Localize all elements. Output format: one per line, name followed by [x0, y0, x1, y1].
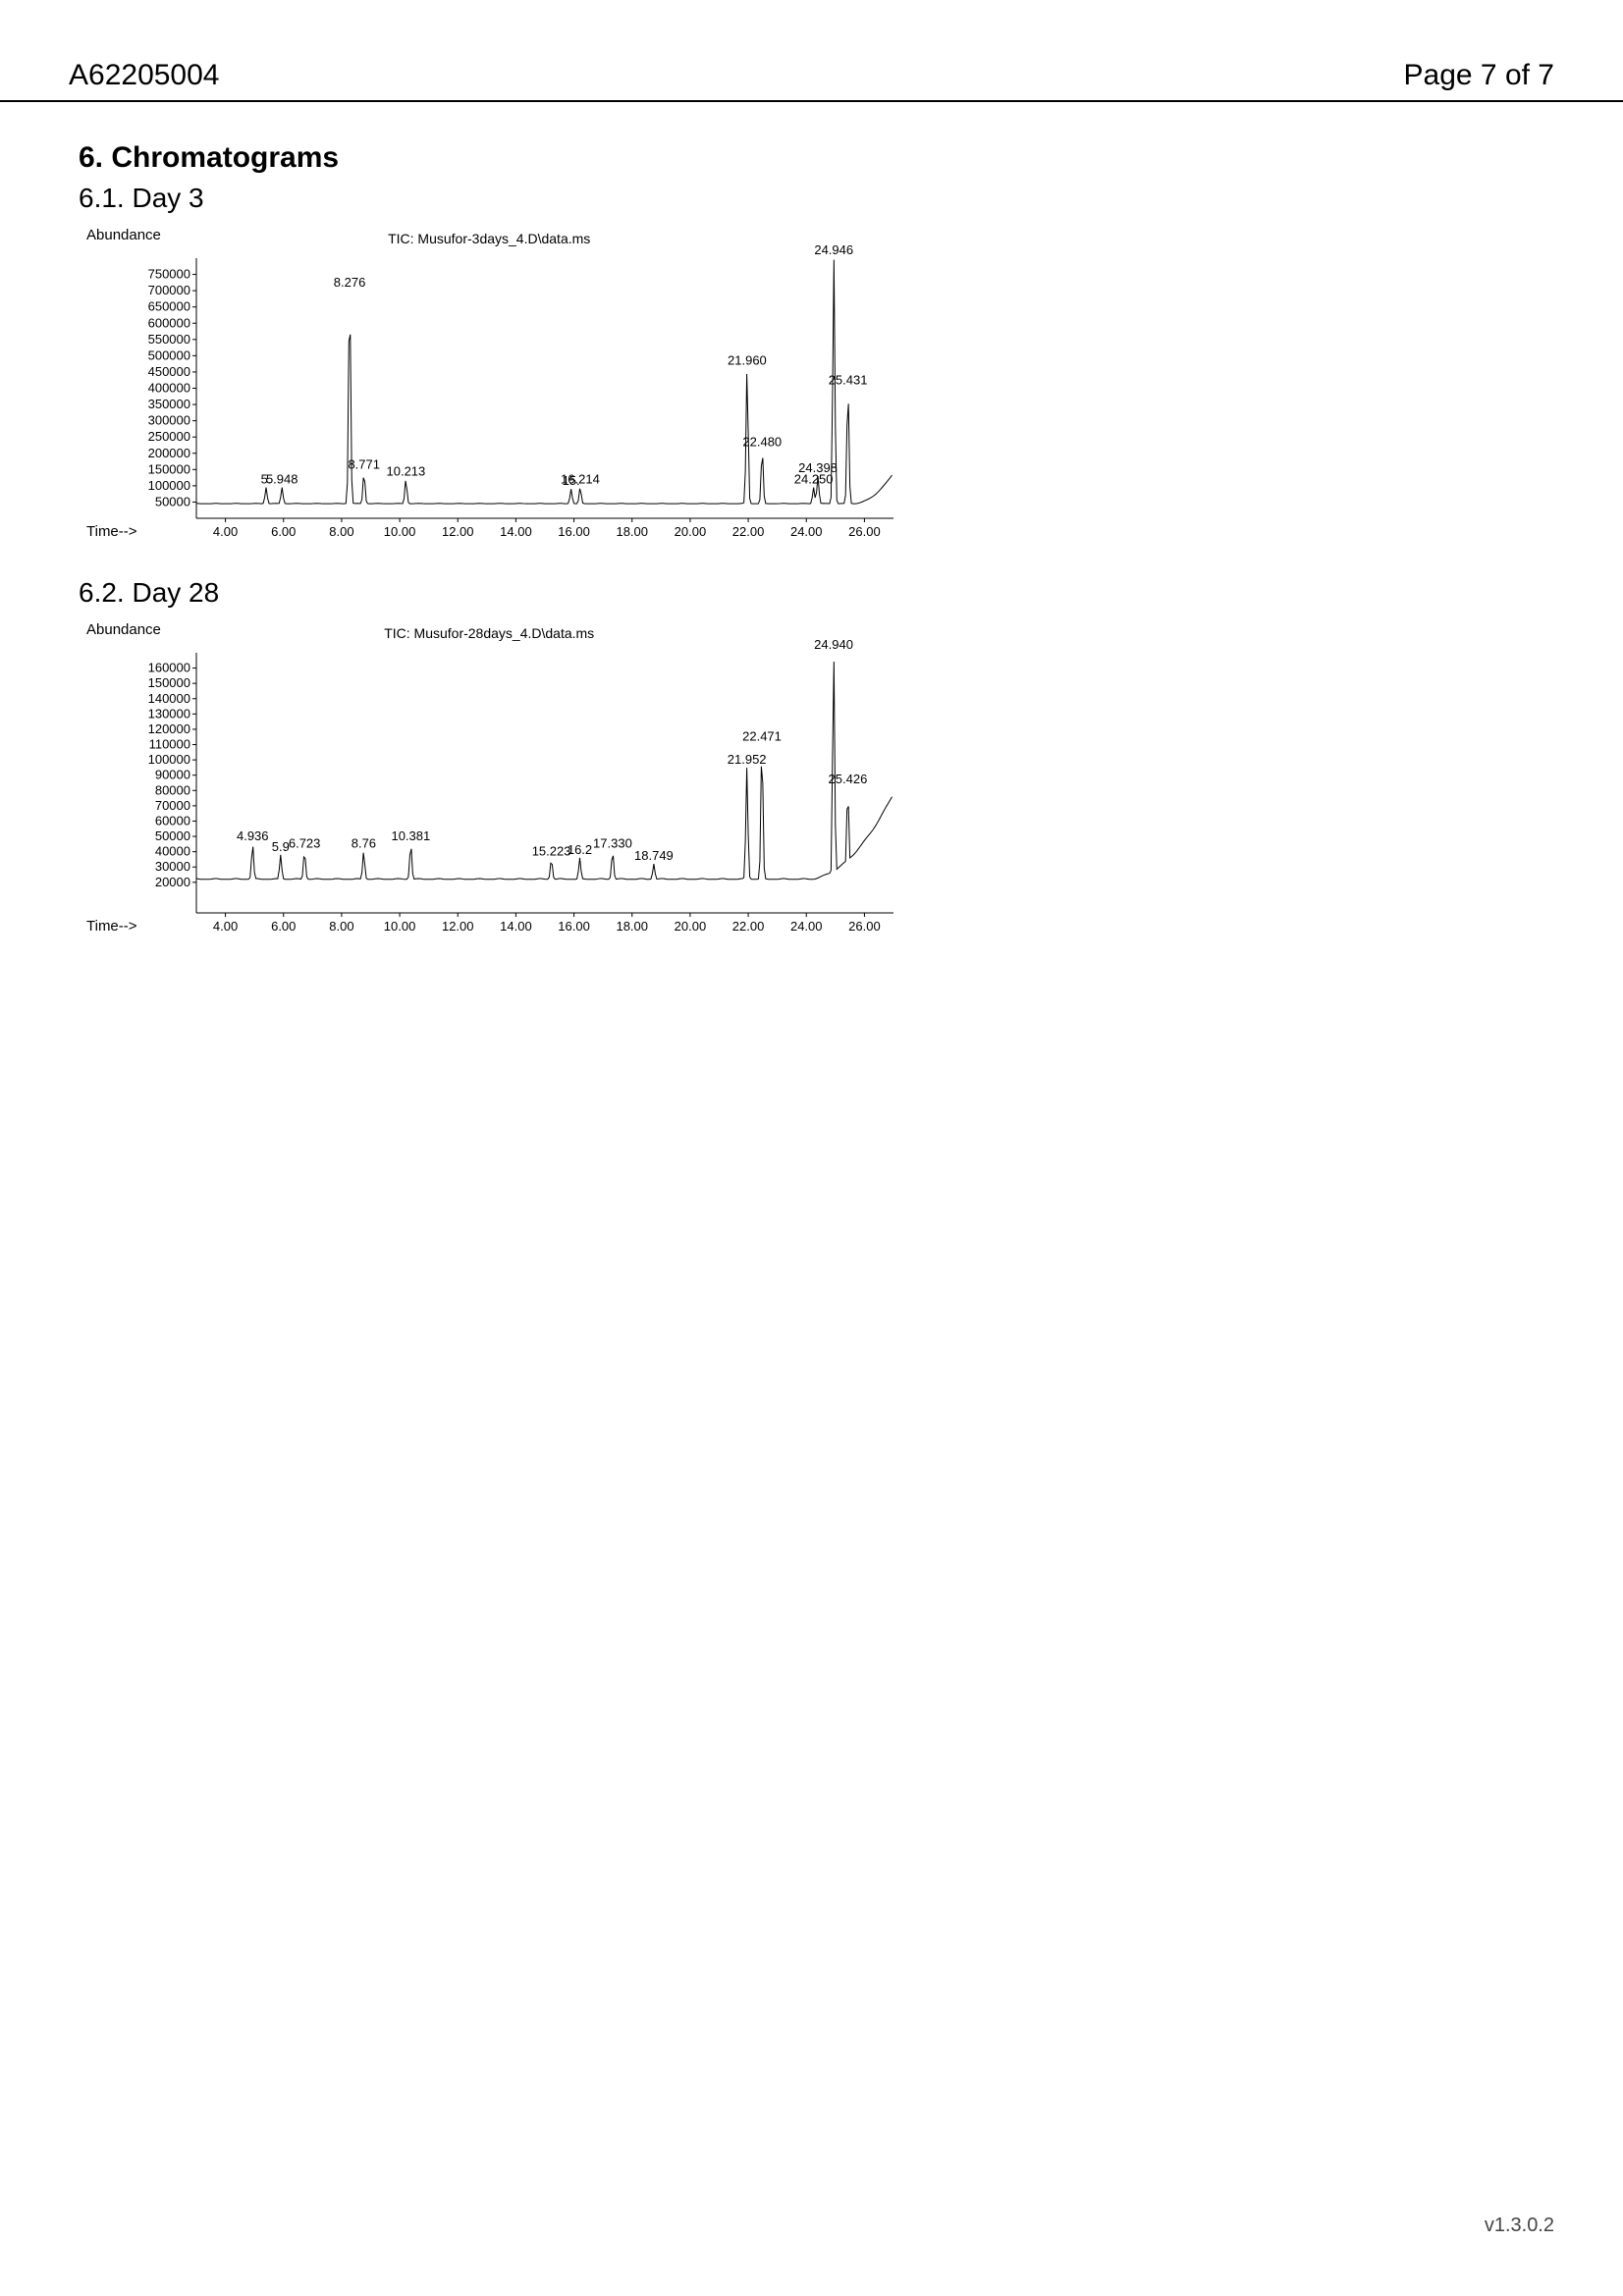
- svg-text:22.00: 22.00: [732, 919, 765, 934]
- svg-text:100000: 100000: [148, 752, 190, 767]
- svg-text:8.00: 8.00: [329, 919, 353, 934]
- svg-text:4.00: 4.00: [213, 919, 238, 934]
- svg-text:10.00: 10.00: [384, 919, 416, 934]
- svg-text:24.946: 24.946: [814, 242, 853, 257]
- svg-text:4.936: 4.936: [237, 828, 269, 843]
- document-id: A62205004: [69, 59, 220, 92]
- svg-text:100000: 100000: [148, 478, 190, 493]
- svg-text:4.00: 4.00: [213, 524, 238, 539]
- svg-text:130000: 130000: [148, 706, 190, 721]
- svg-text:20000: 20000: [155, 875, 190, 889]
- svg-text:20.00: 20.00: [675, 919, 707, 934]
- version-label: v1.3.0.2: [1485, 2215, 1554, 2237]
- svg-text:600000: 600000: [148, 315, 190, 330]
- svg-text:21.952: 21.952: [728, 752, 767, 767]
- svg-text:16.00: 16.00: [558, 524, 590, 539]
- svg-text:450000: 450000: [148, 364, 190, 379]
- svg-text:550000: 550000: [148, 332, 190, 347]
- subsection-day28: 6.2. Day 28: [79, 577, 1551, 609]
- svg-text:40000: 40000: [155, 844, 190, 859]
- svg-text:14.00: 14.00: [500, 919, 532, 934]
- section-title: 6. Chromatograms: [79, 141, 1551, 175]
- svg-text:300000: 300000: [148, 413, 190, 428]
- svg-text:120000: 120000: [148, 721, 190, 736]
- svg-text:750000: 750000: [148, 267, 190, 282]
- svg-text:18.00: 18.00: [616, 919, 648, 934]
- svg-text:16.00: 16.00: [558, 919, 590, 934]
- svg-text:18.749: 18.749: [634, 848, 674, 863]
- svg-text:200000: 200000: [148, 446, 190, 460]
- svg-text:30000: 30000: [155, 859, 190, 874]
- svg-text:24.00: 24.00: [790, 919, 823, 934]
- svg-text:110000: 110000: [149, 737, 190, 752]
- svg-text:60000: 60000: [155, 813, 190, 828]
- svg-text:12.00: 12.00: [442, 524, 474, 539]
- svg-text:12.00: 12.00: [442, 919, 474, 934]
- svg-text:8.276: 8.276: [334, 275, 366, 290]
- page-content: 6. Chromatograms 6.1. Day 3 Abundance TIC…: [0, 102, 1551, 942]
- svg-text:22.00: 22.00: [732, 524, 765, 539]
- svg-text:Abundance: Abundance: [86, 227, 161, 243]
- svg-text:Time-->: Time-->: [86, 918, 137, 934]
- svg-text:6.00: 6.00: [271, 919, 296, 934]
- svg-text:8.00: 8.00: [329, 524, 353, 539]
- svg-text:17.330: 17.330: [593, 836, 632, 851]
- svg-text:160000: 160000: [148, 661, 190, 675]
- page-number: Page 7 of 7: [1404, 59, 1554, 92]
- chromatogram-day28: Abundance TIC: Musufor-28days_4.D\data.ms…: [79, 618, 1551, 942]
- svg-text:26.00: 26.00: [848, 919, 881, 934]
- svg-text:24.00: 24.00: [790, 524, 823, 539]
- page-header: A62205004 Page 7 of 7: [0, 0, 1623, 102]
- svg-text:10.00: 10.00: [384, 524, 416, 539]
- svg-text:15.223: 15.223: [532, 843, 571, 858]
- svg-text:500000: 500000: [148, 347, 190, 362]
- svg-text:6.723: 6.723: [289, 836, 321, 851]
- svg-text:400000: 400000: [148, 381, 190, 396]
- svg-text:10.213: 10.213: [387, 463, 426, 478]
- svg-text:700000: 700000: [148, 283, 190, 297]
- svg-text:14.00: 14.00: [500, 524, 532, 539]
- svg-text:90000: 90000: [155, 768, 190, 782]
- svg-text:150000: 150000: [148, 461, 190, 476]
- svg-text:TIC: Musufor-3days_4.D\data.ms: TIC: Musufor-3days_4.D\data.ms: [388, 231, 590, 246]
- svg-text:5.9: 5.9: [272, 839, 290, 854]
- svg-text:70000: 70000: [155, 798, 190, 813]
- svg-text:8.771: 8.771: [348, 457, 380, 472]
- svg-text:8.76: 8.76: [352, 836, 376, 851]
- svg-text:25.426: 25.426: [829, 772, 868, 786]
- svg-text:5.948: 5.948: [266, 472, 298, 487]
- svg-text:22.480: 22.480: [742, 434, 782, 449]
- svg-text:21.960: 21.960: [728, 353, 767, 368]
- svg-text:250000: 250000: [148, 429, 190, 444]
- chromatogram-day3: Abundance TIC: Musufor-3days_4.D\data.ms 5…: [79, 224, 1551, 548]
- svg-text:10.381: 10.381: [391, 828, 430, 843]
- svg-text:Time-->: Time-->: [86, 523, 137, 540]
- svg-text:24.398: 24.398: [798, 460, 838, 475]
- svg-text:50000: 50000: [155, 494, 190, 508]
- svg-text:24.940: 24.940: [814, 637, 853, 652]
- svg-text:25.431: 25.431: [829, 373, 868, 388]
- svg-text:16.2: 16.2: [568, 842, 592, 857]
- svg-text:22.471: 22.471: [742, 729, 782, 744]
- svg-text:50000: 50000: [155, 828, 190, 843]
- svg-text:20.00: 20.00: [675, 524, 707, 539]
- svg-text:140000: 140000: [148, 691, 190, 706]
- svg-text:18.00: 18.00: [616, 524, 648, 539]
- subsection-day3: 6.1. Day 3: [79, 183, 1551, 214]
- svg-text:650000: 650000: [148, 299, 190, 314]
- svg-text:Abundance: Abundance: [86, 621, 161, 638]
- svg-text:150000: 150000: [148, 675, 190, 690]
- svg-text:350000: 350000: [148, 397, 190, 411]
- svg-text:26.00: 26.00: [848, 524, 881, 539]
- svg-text:TIC: Musufor-28days_4.D\data.m: TIC: Musufor-28days_4.D\data.ms: [384, 625, 594, 641]
- svg-text:6.00: 6.00: [271, 524, 296, 539]
- svg-text:16.214: 16.214: [561, 472, 600, 487]
- svg-text:80000: 80000: [155, 782, 190, 797]
